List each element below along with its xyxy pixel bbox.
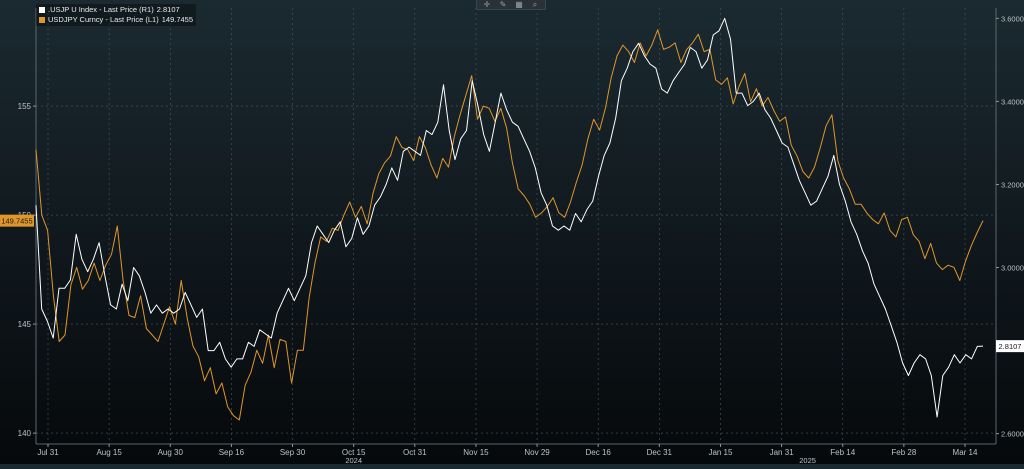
crosshair-icon[interactable]: ✛	[483, 0, 491, 9]
right-tick-label: 2.6000	[1001, 430, 1024, 439]
zoom-icon[interactable]: ⌕	[532, 0, 538, 9]
legend-entry-usjp[interactable]: .USJP U Index - Last Price (R1) 2.8107	[39, 5, 193, 15]
usjp-index-line	[35, 17, 984, 418]
right-tick-label: 3.6000	[1001, 14, 1024, 23]
x-tick-label: Feb 14	[830, 448, 855, 457]
legend-label-usjp: .USJP U Index - Last Price (R1)	[48, 5, 154, 14]
x-tick-label: Dec 31	[647, 448, 673, 457]
year-label: 2024	[345, 456, 362, 464]
pencil-icon[interactable]: ✎	[499, 0, 507, 9]
left-tick-label: 140	[18, 429, 32, 438]
legend-entry-usdjpy[interactable]: USDJPY Curncy - Last Price (L1) 149.7455	[39, 15, 193, 25]
left-tick-label: 145	[18, 320, 32, 329]
legend-label-usdjpy: USDJPY Curncy - Last Price (L1)	[48, 15, 159, 24]
year-label: 2025	[799, 456, 816, 464]
left-tick-label: 155	[18, 102, 32, 111]
right-tick-label: 3.0000	[1001, 264, 1024, 273]
x-tick-label: Aug 15	[96, 448, 122, 457]
x-tick-label: Jul 31	[37, 448, 59, 457]
x-tick-label: Oct 31	[403, 448, 427, 457]
right-tick-label: 3.4000	[1001, 97, 1024, 106]
usdjpy-line	[35, 29, 984, 421]
left-last-value-text: 149.7455	[1, 217, 32, 226]
chart-legend: .USJP U Index - Last Price (R1) 2.8107 U…	[36, 4, 197, 26]
x-tick-label: Nov 15	[463, 448, 489, 457]
legend-swatch-usdjpy	[39, 17, 45, 23]
x-tick-label: Jan 31	[770, 448, 795, 457]
legend-swatch-usjp	[39, 7, 45, 13]
right-tick-label: 3.2000	[1001, 180, 1024, 189]
chart-toolbar: ✛ ✎ ▦ ⌕	[476, 0, 546, 10]
x-tick-label: Mar 14	[953, 448, 978, 457]
legend-value-usjp: 2.8107	[156, 5, 180, 14]
x-tick-label: Nov 29	[524, 448, 550, 457]
x-tick-label: Dec 16	[586, 448, 612, 457]
grid-icon[interactable]: ▦	[515, 0, 523, 9]
x-tick-label: Aug 30	[158, 448, 184, 457]
right-last-value-tag	[996, 340, 1024, 353]
right-last-value-text: 2.8107	[999, 342, 1022, 351]
x-tick-label: Sep 16	[219, 448, 245, 457]
left-last-value-tag	[0, 214, 34, 227]
x-tick-label: Sep 30	[280, 448, 306, 457]
x-tick-label: Oct 15	[342, 448, 366, 457]
x-tick-label: Jan 15	[708, 448, 733, 457]
x-tick-label: Feb 28	[891, 448, 916, 457]
legend-value-usdjpy: 149.7455	[161, 15, 194, 24]
